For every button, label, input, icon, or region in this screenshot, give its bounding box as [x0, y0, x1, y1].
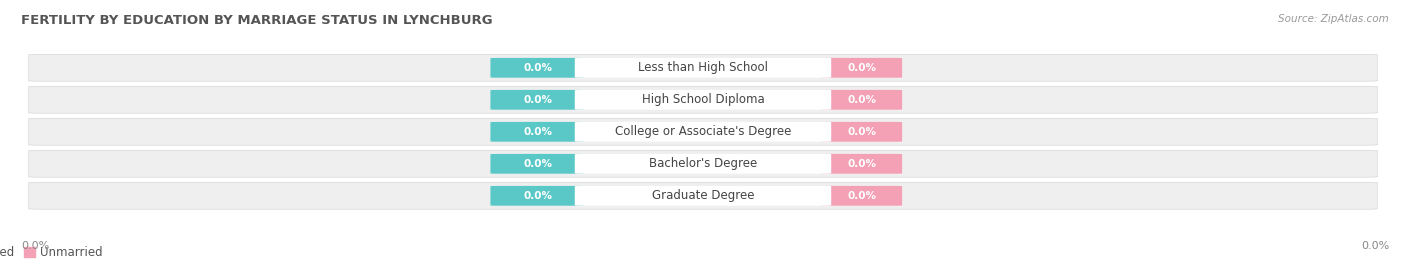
FancyBboxPatch shape: [491, 122, 585, 142]
FancyBboxPatch shape: [28, 54, 1378, 81]
FancyBboxPatch shape: [491, 58, 585, 78]
FancyBboxPatch shape: [491, 154, 585, 174]
FancyBboxPatch shape: [821, 154, 903, 174]
Text: 0.0%: 0.0%: [846, 95, 876, 105]
Legend: Married, Unmarried: Married, Unmarried: [0, 241, 107, 264]
FancyBboxPatch shape: [575, 154, 831, 174]
FancyBboxPatch shape: [28, 182, 1378, 209]
FancyBboxPatch shape: [28, 86, 1378, 113]
FancyBboxPatch shape: [821, 90, 903, 110]
FancyBboxPatch shape: [491, 90, 585, 110]
Text: 0.0%: 0.0%: [1361, 241, 1389, 251]
Text: FERTILITY BY EDUCATION BY MARRIAGE STATUS IN LYNCHBURG: FERTILITY BY EDUCATION BY MARRIAGE STATU…: [21, 14, 492, 26]
FancyBboxPatch shape: [575, 186, 831, 206]
FancyBboxPatch shape: [575, 58, 831, 78]
FancyBboxPatch shape: [821, 186, 903, 206]
Text: Source: ZipAtlas.com: Source: ZipAtlas.com: [1278, 14, 1389, 23]
FancyBboxPatch shape: [575, 122, 831, 142]
Text: 0.0%: 0.0%: [846, 63, 876, 73]
Text: 0.0%: 0.0%: [846, 159, 876, 169]
Text: 0.0%: 0.0%: [523, 159, 553, 169]
Text: College or Associate's Degree: College or Associate's Degree: [614, 125, 792, 138]
Text: 0.0%: 0.0%: [523, 95, 553, 105]
Text: Less than High School: Less than High School: [638, 61, 768, 74]
FancyBboxPatch shape: [821, 58, 903, 78]
FancyBboxPatch shape: [821, 122, 903, 142]
Text: Bachelor's Degree: Bachelor's Degree: [650, 157, 756, 170]
FancyBboxPatch shape: [575, 90, 831, 110]
Text: 0.0%: 0.0%: [21, 241, 49, 251]
Text: 0.0%: 0.0%: [523, 63, 553, 73]
Text: High School Diploma: High School Diploma: [641, 93, 765, 106]
FancyBboxPatch shape: [491, 186, 585, 206]
Text: 0.0%: 0.0%: [523, 127, 553, 137]
Text: 0.0%: 0.0%: [523, 191, 553, 201]
Text: 0.0%: 0.0%: [846, 191, 876, 201]
Text: 0.0%: 0.0%: [846, 127, 876, 137]
FancyBboxPatch shape: [28, 150, 1378, 177]
Text: Graduate Degree: Graduate Degree: [652, 189, 754, 202]
FancyBboxPatch shape: [28, 118, 1378, 145]
